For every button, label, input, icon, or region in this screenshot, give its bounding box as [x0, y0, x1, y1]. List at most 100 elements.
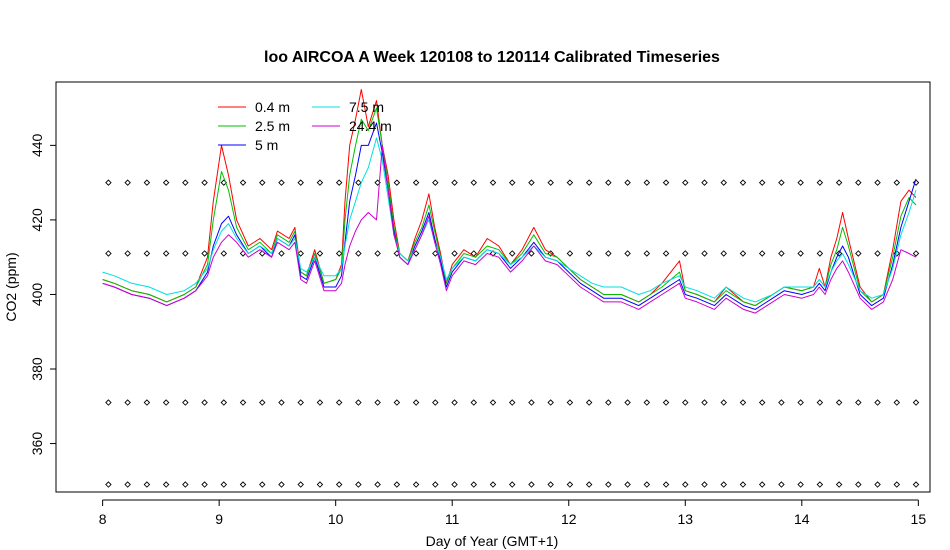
y-tick-label: 360: [29, 432, 45, 456]
legend-label: 2.5 m: [255, 118, 290, 134]
marker-point: [912, 179, 920, 186]
y-axis: 360 380 400 420 440: [29, 133, 56, 455]
marker-point: [201, 399, 208, 406]
marker-point: [778, 179, 785, 186]
marker-point: [297, 399, 304, 406]
marker-point: [374, 399, 381, 406]
series-line-2-5-m: [102, 107, 917, 307]
marker-point: [855, 179, 862, 186]
x-tick-label: 15: [911, 511, 927, 527]
marker-point: [297, 250, 304, 257]
marker-point: [585, 481, 593, 488]
marker-point: [220, 399, 228, 406]
marker-point: [605, 179, 612, 186]
marker-point: [508, 399, 516, 406]
marker-point: [239, 481, 247, 488]
marker-point: [451, 481, 458, 488]
marker-point: [624, 250, 631, 257]
marker-point: [182, 481, 189, 488]
marker-point: [912, 250, 920, 257]
marker-point: [432, 481, 439, 488]
marker-point: [585, 399, 593, 406]
marker-point: [912, 481, 920, 488]
marker-point: [489, 399, 497, 406]
marker-point: [451, 399, 458, 406]
marker-point: [682, 481, 689, 488]
marker-point: [528, 250, 535, 257]
marker-point: [220, 250, 228, 257]
x-tick-label: 14: [794, 511, 810, 527]
marker-point: [143, 481, 151, 488]
marker-point: [470, 481, 478, 488]
series-line-7-5-m: [102, 137, 917, 303]
marker-point: [297, 481, 304, 488]
marker-point: [778, 250, 785, 257]
x-tick-label: 10: [328, 511, 344, 527]
marker-point: [470, 179, 478, 186]
marker-point: [547, 179, 554, 186]
marker-point: [508, 250, 516, 257]
marker-point: [278, 250, 285, 257]
marker-point: [605, 250, 612, 257]
marker-point: [816, 481, 824, 488]
marker-point: [374, 481, 381, 488]
series-lines: [102, 89, 917, 314]
marker-point: [816, 399, 824, 406]
marker-point: [278, 179, 285, 186]
marker-point: [508, 481, 516, 488]
x-tick-label: 13: [677, 511, 693, 527]
marker-point: [835, 250, 843, 257]
marker-point: [624, 481, 631, 488]
marker-point: [201, 179, 208, 186]
marker-point: [105, 399, 112, 406]
marker-point: [739, 179, 747, 186]
marker-point: [835, 399, 843, 406]
marker-point: [778, 481, 785, 488]
marker-point: [528, 399, 535, 406]
marker-point: [682, 179, 689, 186]
marker-point: [874, 399, 881, 406]
marker-point: [912, 399, 920, 406]
series-line-5-m: [102, 122, 917, 310]
series-line-0-4-m: [102, 89, 917, 307]
legend-label: 5 m: [255, 137, 278, 153]
marker-point: [316, 399, 324, 406]
marker-point: [893, 399, 901, 406]
marker-point: [432, 399, 439, 406]
marker-point: [758, 250, 766, 257]
marker-point: [605, 399, 612, 406]
marker-point: [297, 179, 304, 186]
marker-point: [124, 179, 131, 186]
marker-point: [355, 481, 362, 488]
marker-point: [547, 399, 554, 406]
marker-point: [105, 250, 112, 257]
marker-point: [624, 179, 631, 186]
marker-point: [893, 179, 901, 186]
series-line-24-4-m: [102, 144, 917, 314]
marker-point: [701, 399, 708, 406]
marker-point: [816, 179, 824, 186]
marker-point: [316, 481, 324, 488]
marker-point: [797, 250, 804, 257]
x-axis: 8 9 10 11 12 13 14 15: [99, 499, 927, 527]
y-tick-label: 400: [29, 283, 45, 307]
marker-point: [335, 399, 343, 406]
marker-point: [239, 399, 247, 406]
marker-point: [143, 179, 151, 186]
marker-point: [143, 399, 151, 406]
marker-point: [874, 179, 881, 186]
plot-frame: [55, 81, 931, 493]
marker-point: [547, 481, 554, 488]
y-tick-label: 440: [29, 133, 45, 157]
marker-point: [470, 399, 478, 406]
marker-point: [489, 481, 497, 488]
marker-point: [259, 481, 266, 488]
x-tick-label: 8: [99, 511, 107, 527]
marker-point: [124, 250, 131, 257]
y-tick-label: 420: [29, 208, 45, 232]
marker-point: [182, 399, 189, 406]
marker-point: [259, 399, 266, 406]
marker-point: [355, 250, 362, 257]
marker-point: [585, 250, 593, 257]
marker-point: [105, 179, 112, 186]
